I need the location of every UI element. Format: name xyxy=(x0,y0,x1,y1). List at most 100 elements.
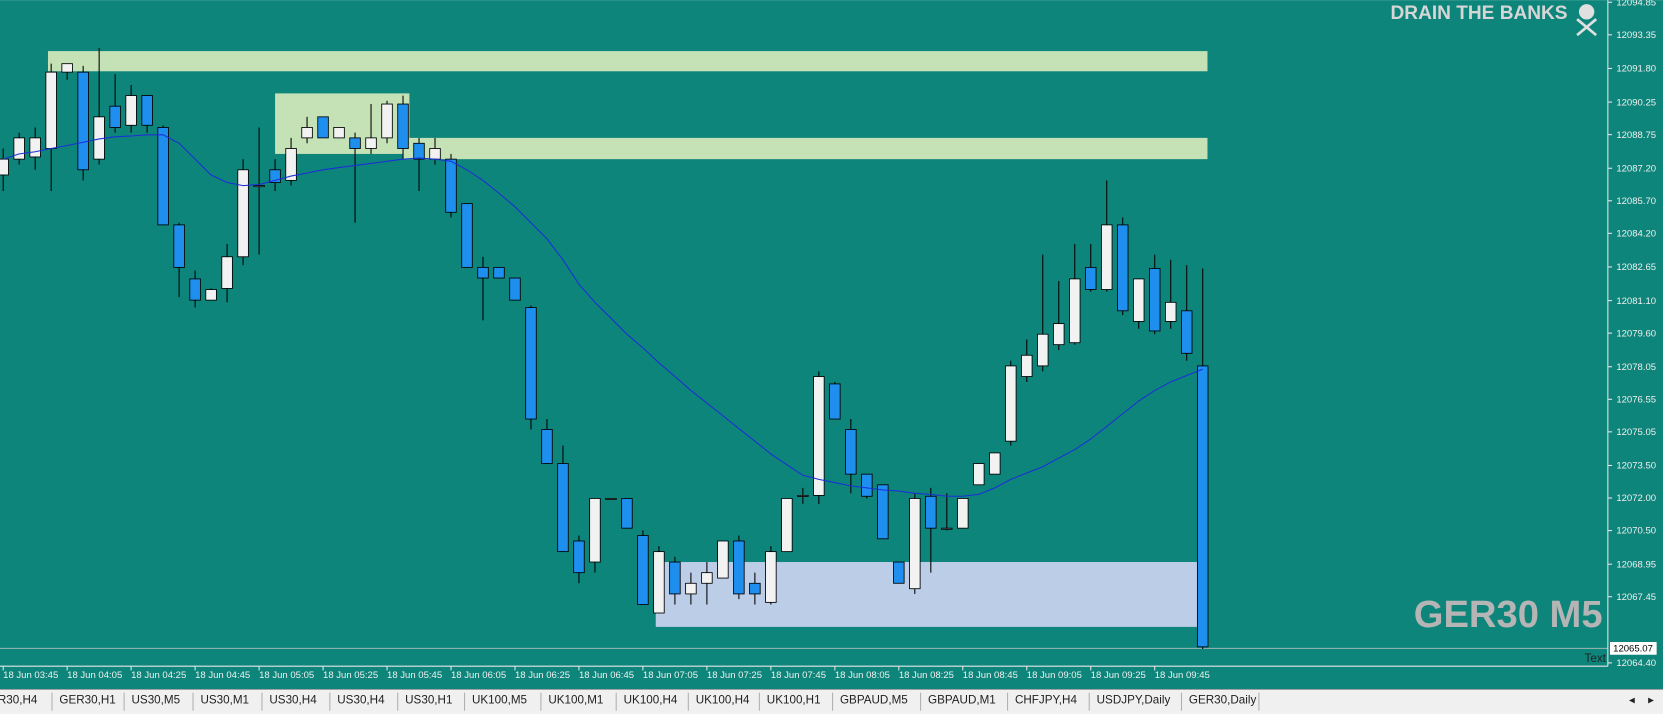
bear-candle-body xyxy=(1196,365,1209,648)
bull-candle-body xyxy=(685,582,697,595)
bull-candle-body xyxy=(0,158,9,176)
bear-candle-body xyxy=(541,429,553,464)
y-tick-label: 12093.35 xyxy=(1616,30,1656,41)
x-tick-label: 18 Jun 03:45 xyxy=(3,670,58,681)
x-tick-label: 18 Jun 07:45 xyxy=(771,670,826,681)
bear-candle-body xyxy=(157,127,169,226)
bull-candle-body xyxy=(1053,323,1065,346)
symbol-tab[interactable]: US30,H4 xyxy=(269,693,317,706)
symbol-tab[interactable]: USDJPY,Daily xyxy=(1097,693,1171,706)
y-tick-label: 12081.10 xyxy=(1616,296,1656,307)
bull-candle-body xyxy=(29,137,41,158)
tab-scroll-right[interactable]: ▸ xyxy=(1648,693,1654,706)
bull-candle-body xyxy=(429,148,441,160)
x-tick-label: 18 Jun 06:45 xyxy=(579,670,634,681)
symbol-tab[interactable]: UK100,M5 xyxy=(472,693,527,706)
y-tick-label: 12088.75 xyxy=(1616,130,1656,141)
bull-candle-body xyxy=(909,498,921,590)
bear-candle-body xyxy=(397,103,409,149)
symbol-tab[interactable]: UK100,M1 xyxy=(548,693,603,706)
bear-candle-body xyxy=(861,473,873,497)
bull-candle-body xyxy=(989,452,1001,475)
symbol-tab[interactable]: US30,M1 xyxy=(200,693,249,706)
symbol-tab[interactable]: US30,H4 xyxy=(337,693,385,706)
bear-candle-body xyxy=(893,561,905,584)
symbol-tab[interactable]: UK100,H4 xyxy=(696,693,750,706)
y-tick-label: 12094.85 xyxy=(1616,0,1656,8)
y-tick-label: 12084.20 xyxy=(1616,229,1656,240)
plot-area xyxy=(0,47,1608,650)
bull-candle-body xyxy=(205,289,217,301)
y-tick-label: 12078.05 xyxy=(1616,362,1656,373)
symbol-watermark: GER30 M5 xyxy=(1414,593,1603,636)
bull-candle-body xyxy=(941,527,953,530)
current-price-label: 12065.07 xyxy=(1613,644,1653,655)
bull-candle-body xyxy=(973,463,985,486)
symbol-tab[interactable]: GBPAUD,M1 xyxy=(928,693,996,706)
bear-candle-body xyxy=(1148,268,1161,332)
bull-candle-body xyxy=(1037,333,1049,367)
bull-candle-body xyxy=(1005,365,1017,442)
y-tick-label: 12087.20 xyxy=(1616,163,1656,174)
bear-candle-body xyxy=(269,169,281,183)
symbol-tab[interactable]: R30,H4 xyxy=(0,693,38,706)
bear-candle-body xyxy=(109,105,121,128)
symbol-tab[interactable]: US30,M5 xyxy=(132,693,181,706)
symbol-tab[interactable]: UK100,H1 xyxy=(767,693,821,706)
x-tick-label: 18 Jun 06:25 xyxy=(515,670,570,681)
bear-candle-body xyxy=(669,561,681,595)
y-tick-label: 12090.25 xyxy=(1616,97,1656,108)
bull-candle-body xyxy=(957,498,969,529)
bull-candle-body xyxy=(45,71,57,149)
price-zone xyxy=(403,137,1208,160)
symbol-tab[interactable]: GER30,Daily xyxy=(1189,693,1257,706)
x-tick-label: 18 Jun 09:25 xyxy=(1091,670,1146,681)
bull-candle-body xyxy=(1164,301,1177,322)
x-tick-label: 18 Jun 04:45 xyxy=(195,670,250,681)
x-tick-label: 18 Jun 09:05 xyxy=(1027,670,1082,681)
y-tick-label: 12075.05 xyxy=(1616,427,1656,438)
symbol-tab[interactable]: GBPAUD,M5 xyxy=(840,693,908,706)
x-tick-label: 18 Jun 07:25 xyxy=(707,670,762,681)
bear-candle-body xyxy=(925,495,937,529)
symbol-tab[interactable]: US30,H1 xyxy=(405,693,452,706)
price-zone xyxy=(47,51,1208,72)
x-tick-label: 18 Jun 06:05 xyxy=(451,670,506,681)
tab-scroll-left[interactable]: ◂ xyxy=(1629,693,1635,706)
tab-bar xyxy=(0,689,1663,714)
symbol-tab[interactable]: GER30,H1 xyxy=(59,693,115,706)
x-tick-label: 18 Jun 05:25 xyxy=(323,670,378,681)
bear-candle-body xyxy=(317,116,329,139)
bear-candle-body xyxy=(733,540,745,595)
bull-candle-body xyxy=(717,540,729,579)
symbol-tab[interactable]: UK100,H4 xyxy=(624,693,678,706)
x-tick-label: 18 Jun 08:05 xyxy=(835,670,890,681)
bull-candle-body xyxy=(365,137,377,149)
bear-candle-body xyxy=(1180,310,1193,354)
bear-candle-body xyxy=(189,278,201,301)
bull-candle-body xyxy=(381,103,393,139)
bull-candle-body xyxy=(333,127,345,139)
bull-candle-body xyxy=(1069,278,1081,344)
bull-candle-body xyxy=(301,127,313,139)
symbol-tab[interactable]: CHFJPY,H4 xyxy=(1015,693,1077,706)
y-tick-label: 12068.95 xyxy=(1616,559,1656,570)
bull-candle-body xyxy=(765,551,777,603)
bear-candle-body xyxy=(493,266,505,279)
bull-candle-body xyxy=(61,63,73,73)
bull-candle-body xyxy=(653,551,665,614)
bull-candle-body xyxy=(1021,354,1033,377)
y-tick-label: 12079.60 xyxy=(1616,328,1656,339)
x-tick-label: 18 Jun 08:45 xyxy=(963,670,1018,681)
y-tick-label: 12072.00 xyxy=(1616,493,1656,504)
corner-text: Text xyxy=(1585,652,1607,665)
x-tick-label: 18 Jun 07:05 xyxy=(643,670,698,681)
y-tick-label: 12067.45 xyxy=(1616,592,1656,603)
x-tick-label: 18 Jun 04:05 xyxy=(67,670,122,681)
bull-candle-body xyxy=(125,95,137,126)
y-tick-label: 12070.50 xyxy=(1616,526,1656,537)
bull-candle-body xyxy=(701,572,713,584)
bull-candle-body xyxy=(1133,278,1145,322)
